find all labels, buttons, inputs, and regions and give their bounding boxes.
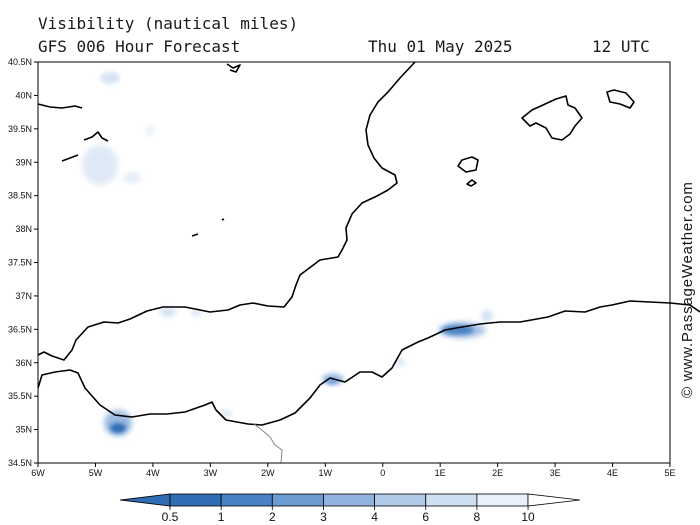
- lon-tick-label: 5W: [89, 468, 103, 478]
- formentera-island: [466, 179, 477, 187]
- portugal-coast: [37, 103, 83, 109]
- ibiza-island: [457, 156, 479, 173]
- forecast-time: 12 UTC: [592, 37, 650, 56]
- visibility-shading: [82, 72, 493, 436]
- lon-tick-label: 1W: [319, 468, 333, 478]
- lat-tick-label: 36.5N: [8, 324, 32, 334]
- lat-tick-label: 39.5N: [8, 124, 32, 134]
- colorbar-label: 10: [521, 510, 535, 524]
- forecast-date: Thu 01 May 2025: [368, 37, 513, 56]
- credit-watermark: © www.PassageWeather.com: [679, 181, 696, 398]
- colorbar-labels: 0.5 1 2 3 4 6 8 10: [162, 506, 535, 524]
- north-coast-bit: [226, 63, 241, 73]
- menorca-island: [606, 89, 635, 109]
- lat-tick-label: 40.5N: [8, 57, 32, 67]
- colorbar-right-arrow: [527, 493, 581, 507]
- africa-coast: [37, 300, 700, 426]
- border-line: [253, 423, 283, 464]
- lon-tick-label: 1E: [435, 468, 446, 478]
- lat-tick-label: 35N: [15, 425, 32, 435]
- lat-tick-label: 36N: [15, 358, 32, 368]
- longitude-axis: 6W 5W 4W 3W 2W 1W 0 1E 2E 3E 4E 5E: [31, 463, 676, 478]
- lat-tick-label: 40N: [15, 90, 32, 100]
- lon-tick-label: 4W: [146, 468, 160, 478]
- colorbar-swatch: [220, 493, 273, 507]
- credit-text: © www.PassageWeather.com: [679, 181, 696, 398]
- lon-tick-label: 2E: [492, 468, 503, 478]
- plot-frame: [37, 61, 671, 464]
- colorbar-label: 4: [371, 510, 378, 524]
- lon-tick-label: 2W: [261, 468, 275, 478]
- lat-tick-label: 37N: [15, 291, 32, 301]
- lat-tick-label: 38N: [15, 224, 32, 234]
- spain-east-coast: [37, 61, 416, 361]
- colorbar-label: 6: [422, 510, 429, 524]
- latitude-axis: 40.5N 40N 39.5N 39N 38.5N 38N 37.5N 37N 36.5N 36N…: [8, 57, 38, 468]
- lon-tick-label: 3W: [204, 468, 218, 478]
- west-coast-bit: [61, 131, 109, 162]
- colorbar-swatch: [169, 493, 222, 507]
- colorbar-swatch: [425, 493, 478, 507]
- colorbar-label: 3: [320, 510, 327, 524]
- colorbar-label: 1: [218, 510, 225, 524]
- lat-tick-label: 39N: [15, 157, 32, 167]
- lon-tick-label: 6W: [31, 468, 45, 478]
- colorbar-swatch: [374, 493, 427, 507]
- lat-tick-label: 35.5N: [8, 391, 32, 401]
- colorbar-label: 2: [269, 510, 276, 524]
- coastlines: [37, 61, 700, 426]
- small-islet-b: [221, 218, 225, 221]
- mallorca-island: [521, 95, 583, 141]
- lon-tick-label: 5E: [664, 468, 675, 478]
- lat-tick-label: 38.5N: [8, 191, 32, 201]
- lon-tick-label: 0: [380, 468, 385, 478]
- lat-tick-label: 34.5N: [8, 458, 32, 468]
- colorbar-swatch: [271, 493, 324, 507]
- title: Visibility (nautical miles): [38, 14, 299, 33]
- colorbar-boxes: [169, 493, 529, 507]
- colorbar-swatch: [476, 493, 529, 507]
- subtitle: GFS 006 Hour Forecast: [38, 37, 241, 56]
- lon-tick-label: 3E: [550, 468, 561, 478]
- colorbar: 0.5 1 2 3 4 6 8 10: [119, 493, 581, 524]
- colorbar-label: 0.5: [162, 510, 179, 524]
- colorbar-left-arrow: [119, 493, 171, 507]
- colorbar-swatch: [323, 493, 376, 507]
- lat-tick-label: 37.5N: [8, 258, 32, 268]
- colorbar-label: 8: [474, 510, 481, 524]
- lon-tick-label: 4E: [607, 468, 618, 478]
- small-islet-a: [191, 233, 199, 237]
